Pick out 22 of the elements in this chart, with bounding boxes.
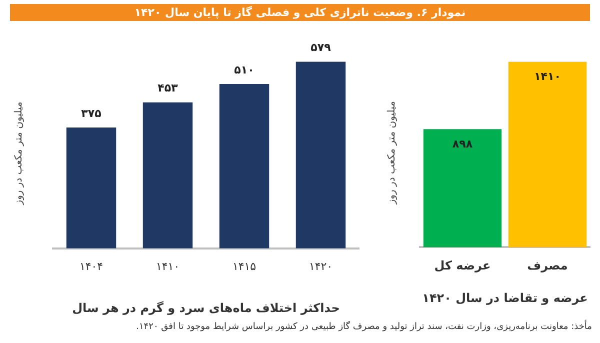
y-axis-title: میلیون متر مکعب در روز <box>14 102 25 206</box>
bar <box>219 84 270 248</box>
data-label: ۵۱۰ <box>234 63 254 76</box>
text: مأخذ: معاونت برنامه‌ریزی، وزارت نفت، سند تراز تولید و مصرف گاز طبیعی در کشور براساس شرایط موجود تا افق ۱۴۲۰. <box>135 322 592 332</box>
data-label: ۵۷۹ <box>310 41 332 54</box>
y-axis-title: میلیون متر مکعب در روز <box>386 101 398 206</box>
bar <box>142 102 193 248</box>
data-label: ۱۴۱۰ <box>534 70 561 84</box>
x-tick-label: ۱۴۰۴ <box>79 260 104 273</box>
bar <box>296 62 346 248</box>
x-tick-label: مصرف <box>527 258 568 273</box>
x-tick-label: ۱۴۱۰ <box>156 260 180 273</box>
data-label: ۸۹۸ <box>452 137 473 150</box>
x-axis-title: حداکثر اختلاف ماه‌های سرد و گرم در هر سال <box>72 300 340 315</box>
x-tick-label: ۱۴۲۰ <box>308 260 333 273</box>
data-label: ۳۷۵ <box>81 106 102 120</box>
bar <box>66 128 116 248</box>
x-tick-label: ۱۴۱۵ <box>232 260 256 273</box>
data-label: ۴۵۳ <box>158 82 178 95</box>
chart-title: نمودار ۶. وضعیت ناترازی کلی و فصلی گاز تا پایان سال ۱۴۲۰ <box>10 4 590 21</box>
x-axis-title: عرضه و تقاضا در سال ۱۴۲۰ <box>422 290 588 305</box>
x-tick-label: عرضه کل <box>434 258 491 273</box>
